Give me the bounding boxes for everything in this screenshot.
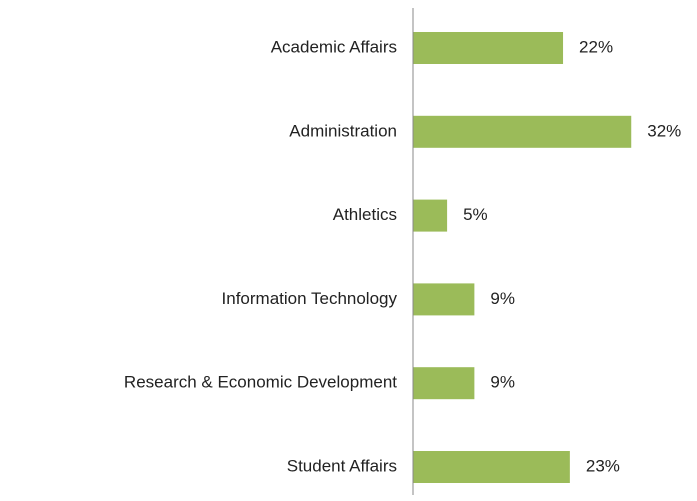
bar: [413, 199, 448, 232]
value-label: 9%: [490, 289, 515, 308]
bar: [413, 367, 475, 400]
value-label: 22%: [579, 37, 613, 56]
category-label: Information Technology: [222, 289, 398, 308]
category-label: Athletics: [333, 205, 397, 224]
category-label: Administration: [289, 121, 397, 140]
value-label: 9%: [490, 373, 515, 392]
bar: [413, 115, 632, 148]
bar: [413, 283, 475, 316]
category-label: Academic Affairs: [271, 37, 397, 56]
value-label: 5%: [463, 205, 488, 224]
bar: [413, 32, 564, 64]
category-label: Student Affairs: [287, 456, 397, 475]
category-label: Research & Economic Development: [124, 373, 397, 392]
value-label: 32%: [647, 121, 681, 140]
bar: [413, 451, 570, 483]
value-label: 23%: [586, 456, 620, 475]
